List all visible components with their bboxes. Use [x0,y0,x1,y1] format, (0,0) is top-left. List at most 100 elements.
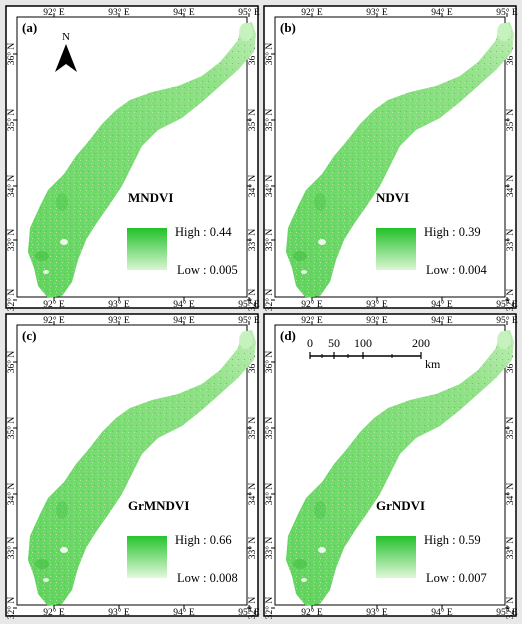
lon-label-bottom: 95° E [496,607,518,618]
lat-label-right: 34° N [247,483,258,506]
legend-low-label: Low : 0.004 [426,263,488,277]
lat-label-right: 32° N [247,289,258,312]
lat-label-left: 32° N [264,289,275,312]
lon-label-top: 93° E [366,315,388,326]
lat-label-right: 35° N [247,109,258,132]
lon-label-top: 94° E [173,7,195,18]
lon-label-top: 93° E [108,315,130,326]
lat-label-left: 33° N [6,537,17,560]
lat-label-left: 32° N [264,597,275,620]
lon-label-top: 92° E [43,315,65,326]
light-patch [239,331,253,349]
lake-void [301,578,307,582]
lat-label-right: 32° N [247,597,258,620]
scale-tick-label: 200 [412,336,430,350]
dense-patch [35,559,49,569]
map-panel-a: 92° E 92° E 93° E 93° E 94° E 94° E 95° E 95° E… [5,5,260,312]
north-arrow-icon: N [55,31,77,72]
lon-label-bottom: 94° E [173,607,195,618]
lat-label-right: 33° N [247,229,258,252]
scale-bar: 0 50 100 200 km [307,336,441,371]
lon-label-bottom: 95° E [238,299,260,310]
lake-void [60,239,68,245]
lake-void [318,239,326,245]
lat-label-right: 36° N [505,43,516,66]
inner-neatline [16,324,248,606]
lat-label-right: 35° N [505,109,516,132]
legend-high-label: High : 0.39 [424,225,481,239]
lon-label-top: 95° E [496,315,518,326]
study-area-raster [28,330,256,606]
legend-low-label: Low : 0.005 [177,263,238,277]
lon-label-top: 95° E [238,7,260,18]
lon-label-bottom: 94° E [431,299,453,310]
north-arrow-shape [55,44,77,72]
lat-label-right: 35° N [247,417,258,440]
lat-label-right: 33° N [505,537,516,560]
lat-label-right: 35° N [505,417,516,440]
inner-neatline [16,16,248,298]
lat-label-left: 35° N [264,417,275,440]
lon-label-top: 93° E [366,7,388,18]
lat-label-right: 36° N [247,43,258,66]
legend-low-label: Low : 0.007 [426,571,487,585]
study-area-raster [28,22,256,298]
lat-label-left: 34° N [6,175,17,198]
study-area-raster [286,330,514,606]
lat-label-left: 33° N [264,537,275,560]
lake-void [301,270,307,274]
lat-label-left: 36° N [264,351,275,374]
lon-label-bottom: 92° E [43,607,65,618]
panel-tag: (b) [280,20,296,35]
lon-label-top: 94° E [431,315,453,326]
lake-void [43,578,49,582]
north-label: N [62,31,70,43]
index-name: GrNDVI [376,498,425,513]
lat-label-left: 36° N [6,351,17,374]
lon-label-top: 94° E [431,7,453,18]
lake-void [60,547,68,553]
index-name: GrMNDVI [128,498,189,513]
legend-color-ramp [127,536,167,578]
lon-label-top: 92° E [301,7,323,18]
lat-label-left: 33° N [264,229,275,252]
lat-label-right: 33° N [247,537,258,560]
index-name: NDVI [376,190,409,205]
lon-label-bottom: 93° E [366,299,388,310]
light-patch [497,331,511,349]
light-patch [239,23,253,41]
lat-label-left: 34° N [264,175,275,198]
lon-label-top: 95° E [496,7,518,18]
lat-label-left: 33° N [6,229,17,252]
dense-patch [314,193,326,211]
lat-label-left: 35° N [264,109,275,132]
legend-low-label: Low : 0.008 [177,571,238,585]
legend-color-ramp [376,228,416,270]
lat-label-right: 33° N [505,229,516,252]
lat-label-left: 34° N [6,483,17,506]
lon-label-bottom: 93° E [108,299,130,310]
lat-label-left: 32° N [6,289,17,312]
lon-label-top: 93° E [108,7,130,18]
scale-tick-label: 50 [328,336,340,350]
scale-unit-label: km [425,357,441,371]
lon-label-bottom: 94° E [173,299,195,310]
index-name: MNDVI [128,190,174,205]
lon-label-bottom: 93° E [366,607,388,618]
scale-tick-label: 100 [354,336,372,350]
lat-label-left: 32° N [6,597,17,620]
lon-label-bottom: 95° E [238,607,260,618]
dense-patch [293,251,307,261]
lon-label-bottom: 92° E [301,607,323,618]
lat-label-left: 35° N [6,417,17,440]
lat-label-left: 35° N [6,109,17,132]
study-area-raster [286,22,514,298]
lon-label-bottom: 95° E [496,299,518,310]
lake-void [318,547,326,553]
legend-color-ramp [127,228,167,270]
dense-patch [293,559,307,569]
panel-tag: (c) [22,328,36,343]
lon-label-bottom: 92° E [43,299,65,310]
legend-high-label: High : 0.59 [424,533,481,547]
